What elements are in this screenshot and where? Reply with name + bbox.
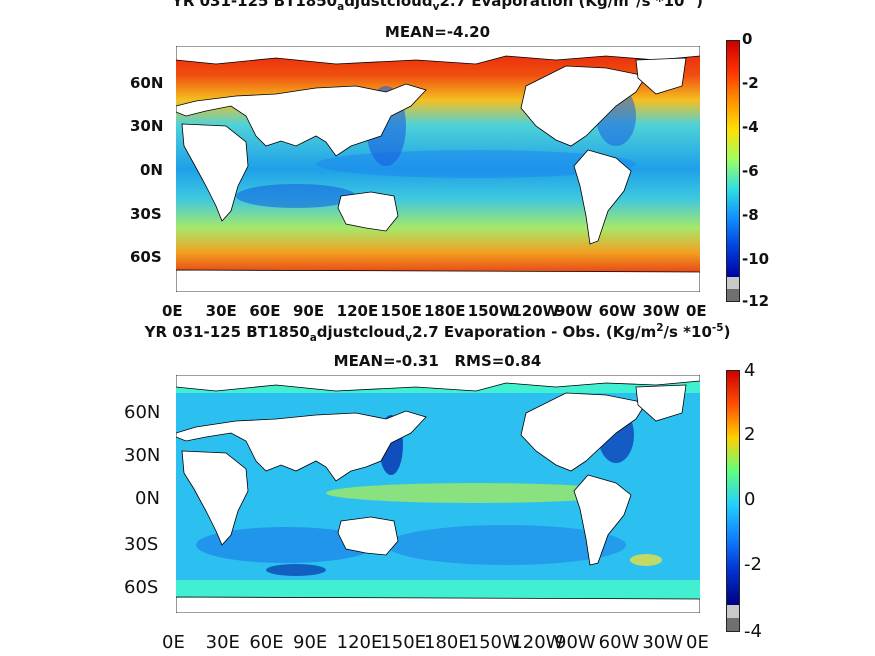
x-tick-label: 30E [205, 302, 237, 320]
x-tick-label: 0E [686, 632, 709, 653]
x-tick-label: 120W [511, 302, 560, 320]
colorbar [726, 40, 740, 302]
colorbar-tick: -10 [742, 250, 770, 268]
colorbar-tick: -6 [742, 162, 759, 180]
y-tick-label: 60N [124, 402, 161, 423]
x-tick-label: 60E [249, 632, 284, 653]
x-tick-label: 150E [380, 632, 427, 653]
colorbar-tick: -12 [742, 292, 770, 310]
x-tick-label: 180E [424, 302, 466, 320]
chart-subtitle: MEAN=-4.20 [384, 23, 491, 41]
chart-subtitle: MEAN=-0.31 RMS=0.84 [333, 352, 542, 370]
x-tick-label: 0E [162, 302, 183, 320]
y-tick-label: 60S [130, 248, 162, 266]
x-tick-label: 150E [380, 302, 422, 320]
x-tick-label: 120W [511, 632, 564, 653]
colorbar-tick: 4 [744, 360, 756, 381]
chart-title: YR 031-125 BT1850adjustcloudv2.7 Evapora… [144, 322, 731, 344]
x-tick-label: 90E [293, 632, 328, 653]
x-tick-label: 120E [336, 302, 379, 320]
x-tick-label: 30W [642, 632, 684, 653]
x-tick-label: 90E [293, 302, 325, 320]
y-tick-label: 30N [124, 445, 161, 466]
x-tick-row: 0E 30E 60E 90E 120E 150E 180E 150W 120W 90W 60W 30W… [0, 632, 875, 656]
evaporation-map [176, 46, 700, 292]
x-tick-label: 150W [467, 302, 516, 320]
x-tick-label: 90W [555, 632, 596, 653]
colorbar-tick: 2 [744, 424, 756, 445]
x-tick-label: 90W [555, 302, 593, 320]
colorbar [726, 370, 740, 632]
y-tick-label: 0N [140, 161, 163, 179]
x-tick-label: 60E [249, 302, 281, 320]
colorbar-tick: -2 [744, 554, 762, 575]
evaporation-bias-map [176, 375, 700, 613]
colorbar-tick: -8 [742, 206, 759, 224]
y-tick-label: 60N [130, 74, 164, 92]
y-tick-label: 0N [135, 488, 160, 509]
y-tick-label: 60S [124, 577, 159, 598]
colorbar-tick: 0 [742, 30, 753, 48]
x-tick-label: 30W [642, 302, 680, 320]
x-tick-label: 150W [467, 632, 520, 653]
x-tick-label: 60W [598, 302, 637, 320]
colorbar-tick: -4 [744, 621, 762, 642]
x-tick-row: 0E 30E 60E 90E 120E 150E 180E 150W 120W 90W 60W 30W… [0, 302, 875, 324]
y-tick-label: 30S [130, 205, 162, 223]
colorbar-tick: -2 [742, 74, 759, 92]
chart-title: YR 031-125 BT1850adjustcloudv2.7 Evapora… [171, 0, 704, 13]
x-tick-label: 0E [162, 632, 185, 653]
colorbar-tick: 0 [744, 489, 756, 510]
x-tick-label: 0E [686, 302, 707, 320]
x-tick-label: 180E [424, 632, 470, 653]
y-tick-label: 30N [130, 117, 164, 135]
x-tick-label: 120E [336, 632, 383, 653]
y-tick-label: 30S [124, 534, 159, 555]
x-tick-label: 60W [598, 632, 640, 653]
x-tick-label: 30E [205, 632, 240, 653]
colorbar-tick: -4 [742, 118, 759, 136]
